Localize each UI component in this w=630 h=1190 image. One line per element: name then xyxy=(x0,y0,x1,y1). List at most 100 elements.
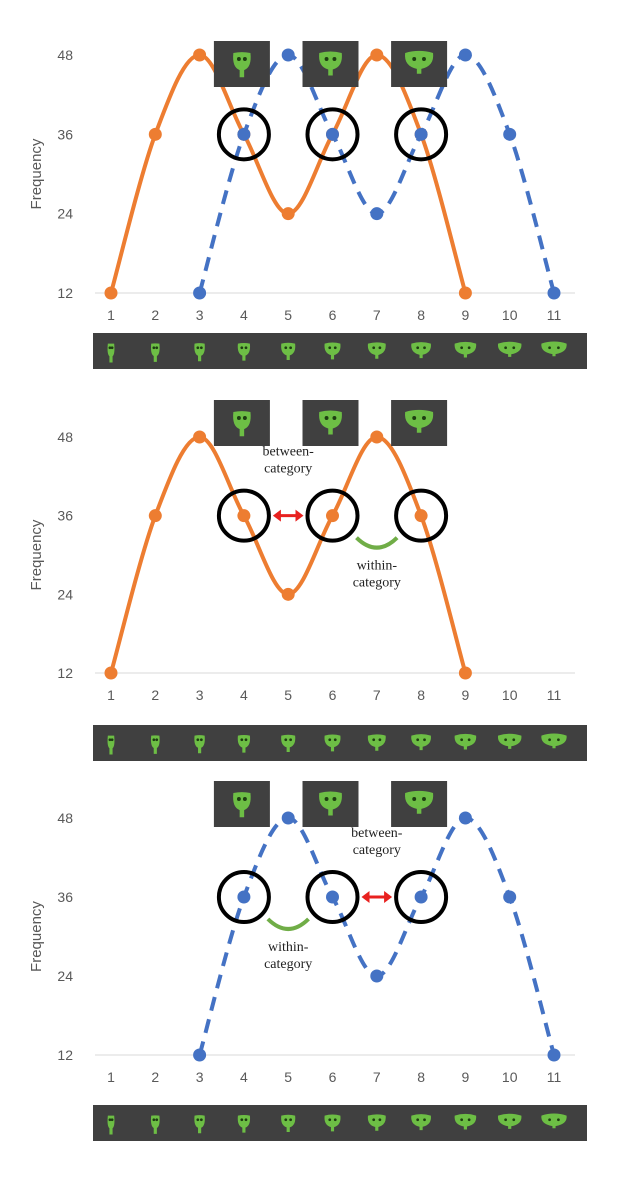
highlight-circle xyxy=(394,488,449,543)
stimulus-leaf-icon-eye-right xyxy=(332,416,337,420)
x-tick-label: 2 xyxy=(151,1069,159,1085)
strip-leaf-icon-eye-right xyxy=(557,738,560,742)
strip-leaf-icon-eye-left xyxy=(372,738,376,742)
stimulus-leaf-icon xyxy=(404,790,434,814)
strip-leaf-icon-eye-right xyxy=(423,346,426,350)
strip-leaf-icon-eye-left xyxy=(372,1118,376,1122)
highlight-circle xyxy=(305,488,360,543)
x-tick-label: 6 xyxy=(329,1069,337,1085)
strip-leaf-icon-shape xyxy=(411,342,431,359)
y-tick-label: 36 xyxy=(57,508,73,524)
x-tick-label: 7 xyxy=(373,687,381,703)
within-arc xyxy=(355,536,399,550)
stimulus-leaf-icon-shape xyxy=(404,409,434,433)
stimulus-leaf-icon-eye-right xyxy=(332,57,337,61)
x-tick-label: 9 xyxy=(462,1069,470,1085)
stimulus-leaf-icon xyxy=(404,50,434,74)
stimulus-leaf-icon xyxy=(319,410,342,435)
x-tick-label: 1 xyxy=(107,687,115,703)
strip-leaf-icon-eye-left xyxy=(108,1118,112,1122)
stimulus-leaf-icon-shape xyxy=(404,790,434,814)
y-tick-label: 24 xyxy=(57,206,73,222)
data-point-blue xyxy=(237,127,251,141)
strip-leaf-icon-eye-left xyxy=(416,346,420,350)
stimulus-leaf-icon-eye-left xyxy=(324,57,329,61)
y-tick-label: 12 xyxy=(57,665,73,681)
x-tick-label: 11 xyxy=(547,1069,562,1085)
y-tick-label: 48 xyxy=(57,47,73,63)
stimulus-leaf-icon-eye-left xyxy=(324,797,329,801)
annotation-label: between- xyxy=(351,826,403,841)
data-point-blue xyxy=(547,286,561,300)
stimulus-leaf-icon-shape xyxy=(404,50,434,74)
y-tick-label: 48 xyxy=(57,429,73,445)
x-tick-label: 4 xyxy=(240,687,248,703)
strip-leaf-icon-eye-right xyxy=(244,738,248,742)
strip-leaf-icon-eye-right xyxy=(110,1118,114,1122)
stimulus-leaf-icon-shape xyxy=(319,791,342,816)
y-axis-label: Frequency xyxy=(28,519,45,590)
highlight-circle xyxy=(216,107,271,162)
within-arc xyxy=(266,917,310,931)
x-tick-label: 11 xyxy=(547,307,562,323)
data-point-blue xyxy=(503,890,517,904)
data-point-blue xyxy=(370,207,384,221)
strip-leaf-icon-eye-right xyxy=(155,346,159,350)
x-tick-label: 8 xyxy=(417,307,425,323)
data-point-orange xyxy=(414,509,428,523)
strip-leaf-icon-eye-right xyxy=(512,346,516,350)
strip-leaf-icon-eye-left xyxy=(328,346,332,350)
strip-leaf-icon xyxy=(324,1114,341,1132)
stimulus-leaf-icon-eye-left xyxy=(412,797,417,801)
data-point-orange xyxy=(370,48,384,62)
strip-leaf-icon-shape xyxy=(324,734,341,752)
strip-leaf-icon-eye-right xyxy=(244,1118,248,1122)
x-tick-label: 10 xyxy=(502,1069,518,1085)
strip-leaf-icon-shape xyxy=(454,733,477,750)
data-point-blue xyxy=(414,890,428,904)
strip-leaf-icon-eye-right xyxy=(467,1118,471,1122)
highlight-circle xyxy=(305,870,360,924)
strip-leaf-icon-eye-left xyxy=(152,1118,156,1122)
data-point-blue xyxy=(414,127,428,141)
strip-leaf-icon-eye-right xyxy=(333,738,337,742)
strip-leaf-icon xyxy=(281,342,296,360)
x-tick-label: 3 xyxy=(196,687,204,703)
strip-leaf-icon-eye-left xyxy=(504,738,507,742)
strip-leaf-icon-eye-right xyxy=(512,738,516,742)
strip-leaf-icon-eye-left xyxy=(460,738,464,742)
stimulus-leaf-icon-eye-right xyxy=(242,416,247,420)
stimulus-leaf-icon-eye-right xyxy=(242,57,247,61)
x-tick-label: 10 xyxy=(502,307,518,323)
strip-leaf-icon xyxy=(237,734,251,753)
y-axis-label: Frequency xyxy=(28,901,45,972)
strip-leaf-icon xyxy=(541,341,567,357)
x-tick-label: 6 xyxy=(329,307,337,323)
stimulus-leaf-icon-eye-right xyxy=(422,57,426,61)
strip-leaf-icon-eye-left xyxy=(548,738,551,742)
strip-leaf-icon-eye-right xyxy=(378,738,382,742)
strip-leaf-icon-eye-left xyxy=(152,346,156,350)
strip-leaf-icon xyxy=(497,1113,522,1129)
stimulus-leaf-icon xyxy=(404,409,434,433)
strip-leaf-icon-eye-right xyxy=(199,1118,203,1122)
strip-leaf-icon-shape xyxy=(454,1113,477,1130)
strip-leaf-icon-eye-left xyxy=(460,346,464,350)
strip-leaf-icon-eye-left xyxy=(240,1118,244,1122)
strip-leaf-icon-shape xyxy=(367,734,386,751)
strip-leaf-icon-eye-right xyxy=(289,346,292,350)
stimulus-leaf-icon xyxy=(319,51,342,76)
double-arrow-head-left xyxy=(272,509,281,522)
stimulus-leaf-icon-shape xyxy=(319,51,342,76)
strip-leaf-icon xyxy=(411,734,431,751)
stimulus-leaf-icon-shape xyxy=(319,410,342,435)
strip-leaf-icon-eye-right xyxy=(333,1118,337,1122)
y-axis-label: Frequency xyxy=(28,138,45,209)
stimulus-leaf-icon xyxy=(233,411,251,437)
x-tick-label: 1 xyxy=(107,1069,115,1085)
strip-leaf-icon-eye-left xyxy=(328,738,332,742)
strip-leaf-icon xyxy=(194,1115,205,1134)
strip-leaf-icon-eye-left xyxy=(152,738,156,742)
